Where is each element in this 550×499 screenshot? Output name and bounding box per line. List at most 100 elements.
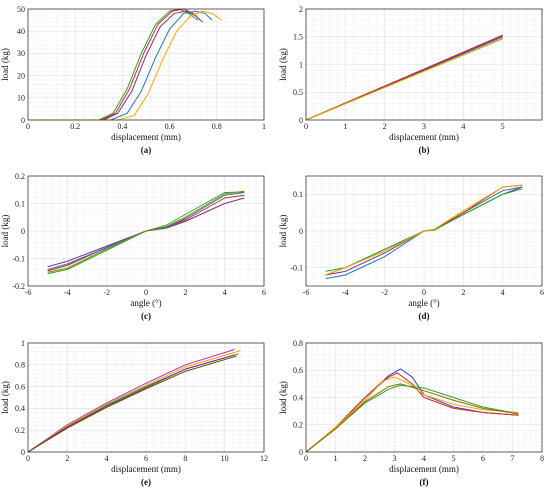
x-tick-label: 4 <box>501 288 505 297</box>
y-tick-label: 0.6 <box>15 382 25 391</box>
y-axis-label: load (kg) <box>278 381 288 414</box>
x-tick-label: 0.6 <box>165 122 175 131</box>
x-tick-label: 4 <box>461 122 465 131</box>
x-tick-label: 10 <box>221 454 229 463</box>
x-tick-label: 8 <box>540 454 544 463</box>
series-line-5 <box>325 184 523 276</box>
series-line-5 <box>305 38 503 121</box>
y-tick-label: 0.1 <box>15 199 25 208</box>
x-tick-label: 0 <box>26 454 30 463</box>
y-tick-label: 0.4 <box>15 404 25 413</box>
plot-frame <box>27 8 265 121</box>
series-line-4 <box>28 10 213 121</box>
plot-frame <box>27 175 265 287</box>
x-tick-label: 3 <box>393 454 397 463</box>
x-tick-label: 0 <box>304 454 308 463</box>
chart-panel-e: 0 2 4 6 8 10 12 0 0.2 0.4 0.6 0.8 1 displacement (mm)… <box>0 339 268 487</box>
panel-label: (e) <box>141 477 151 487</box>
x-tick-label: 6 <box>262 288 266 297</box>
series-line-5 <box>28 10 222 121</box>
series-line-5 <box>27 355 237 453</box>
x-tick-label: 6 <box>144 454 148 463</box>
x-tick-label: -4 <box>64 288 71 297</box>
plot-frame <box>305 175 543 287</box>
x-axis-label: angle (°) <box>130 298 161 308</box>
y-tick-label: 0.1 <box>293 190 303 199</box>
x-tick-label: -4 <box>342 288 349 297</box>
y-tick-label: -0.2 <box>12 282 25 291</box>
y-tick-label: 0 <box>21 116 25 125</box>
x-tick-label: 1 <box>343 122 347 131</box>
y-tick-label: 0.2 <box>15 172 25 181</box>
x-tick-label: -2 <box>103 288 110 297</box>
x-tick-label: 1 <box>262 122 266 131</box>
x-tick-label: 0 <box>422 288 426 297</box>
x-tick-label: 0.4 <box>117 122 127 131</box>
y-tick-label: 0 <box>299 227 303 236</box>
y-tick-label: 0.8 <box>15 361 25 370</box>
x-tick-label: 0 <box>144 288 148 297</box>
x-tick-label: 7 <box>511 454 515 463</box>
x-tick-label: 12 <box>260 454 268 463</box>
x-tick-label: 8 <box>183 454 187 463</box>
x-tick-label: 2 <box>363 454 367 463</box>
plot-frame <box>305 342 543 453</box>
x-tick-label: 4 <box>223 288 227 297</box>
y-tick-label: 30 <box>17 49 25 58</box>
x-tick-label: -6 <box>25 288 32 297</box>
y-tick-label: 0.2 <box>293 421 303 430</box>
y-tick-label: 2 <box>299 5 303 14</box>
y-tick-label: 0.4 <box>293 393 303 402</box>
x-tick-label: 4 <box>422 454 426 463</box>
series-line-3 <box>305 376 519 453</box>
x-tick-label: -2 <box>381 288 388 297</box>
y-tick-label: 1 <box>299 60 303 69</box>
x-tick-label: -6 <box>303 288 310 297</box>
x-tick-label: 2 <box>461 288 465 297</box>
x-tick-label: 6 <box>540 288 544 297</box>
x-tick-label: 3 <box>422 122 426 131</box>
y-tick-label: 1 <box>21 339 25 348</box>
x-tick-label: 6 <box>481 454 485 463</box>
minor-grid <box>28 9 264 120</box>
y-tick-label: 0 <box>21 448 25 457</box>
y-tick-label: 20 <box>17 71 25 80</box>
x-axis-label: displacement (mm) <box>389 464 459 474</box>
x-tick-label: 2 <box>183 288 187 297</box>
series-line-4 <box>47 192 245 270</box>
series-line-2 <box>27 350 241 453</box>
series-line-3 <box>47 197 245 268</box>
y-tick-label: 0 <box>299 116 303 125</box>
x-tick-label: 0 <box>26 122 30 131</box>
y-axis-label: load (kg) <box>0 381 10 414</box>
y-tick-label: 10 <box>17 94 25 103</box>
plot-frame <box>305 8 543 121</box>
x-axis-label: angle (°) <box>408 298 439 308</box>
y-tick-label: -0.1 <box>12 254 25 263</box>
y-tick-label: 1.5 <box>293 33 303 42</box>
x-axis-label: displacement (mm) <box>111 132 181 142</box>
y-tick-label: 0.5 <box>293 88 303 97</box>
y-tick-label: -0.1 <box>290 263 303 272</box>
y-tick-label: 0.2 <box>15 426 25 435</box>
panel-label: (a) <box>141 145 152 155</box>
x-tick-label: 2 <box>65 454 69 463</box>
chart-panel-c: -6 -4 -2 0 2 4 6 -0.2 -0.1 0 0.1 0.2 angle (°) load (… <box>0 172 266 321</box>
series-line-4 <box>27 354 235 453</box>
x-tick-label: 0.2 <box>70 122 80 131</box>
y-tick-label: 40 <box>17 27 25 36</box>
panel-label: (f) <box>420 477 429 487</box>
x-tick-label: 0 <box>304 122 308 131</box>
x-axis-label: displacement (mm) <box>111 464 181 474</box>
x-tick-label: 0.8 <box>212 122 222 131</box>
y-axis-label: load (kg) <box>0 48 10 81</box>
series-line-2 <box>28 8 201 121</box>
y-axis-label: load (kg) <box>278 215 288 248</box>
y-axis-label: load (kg) <box>0 215 10 248</box>
y-tick-label: 0.6 <box>293 366 303 375</box>
x-tick-label: 4 <box>105 454 109 463</box>
y-tick-label: 0 <box>21 227 25 236</box>
